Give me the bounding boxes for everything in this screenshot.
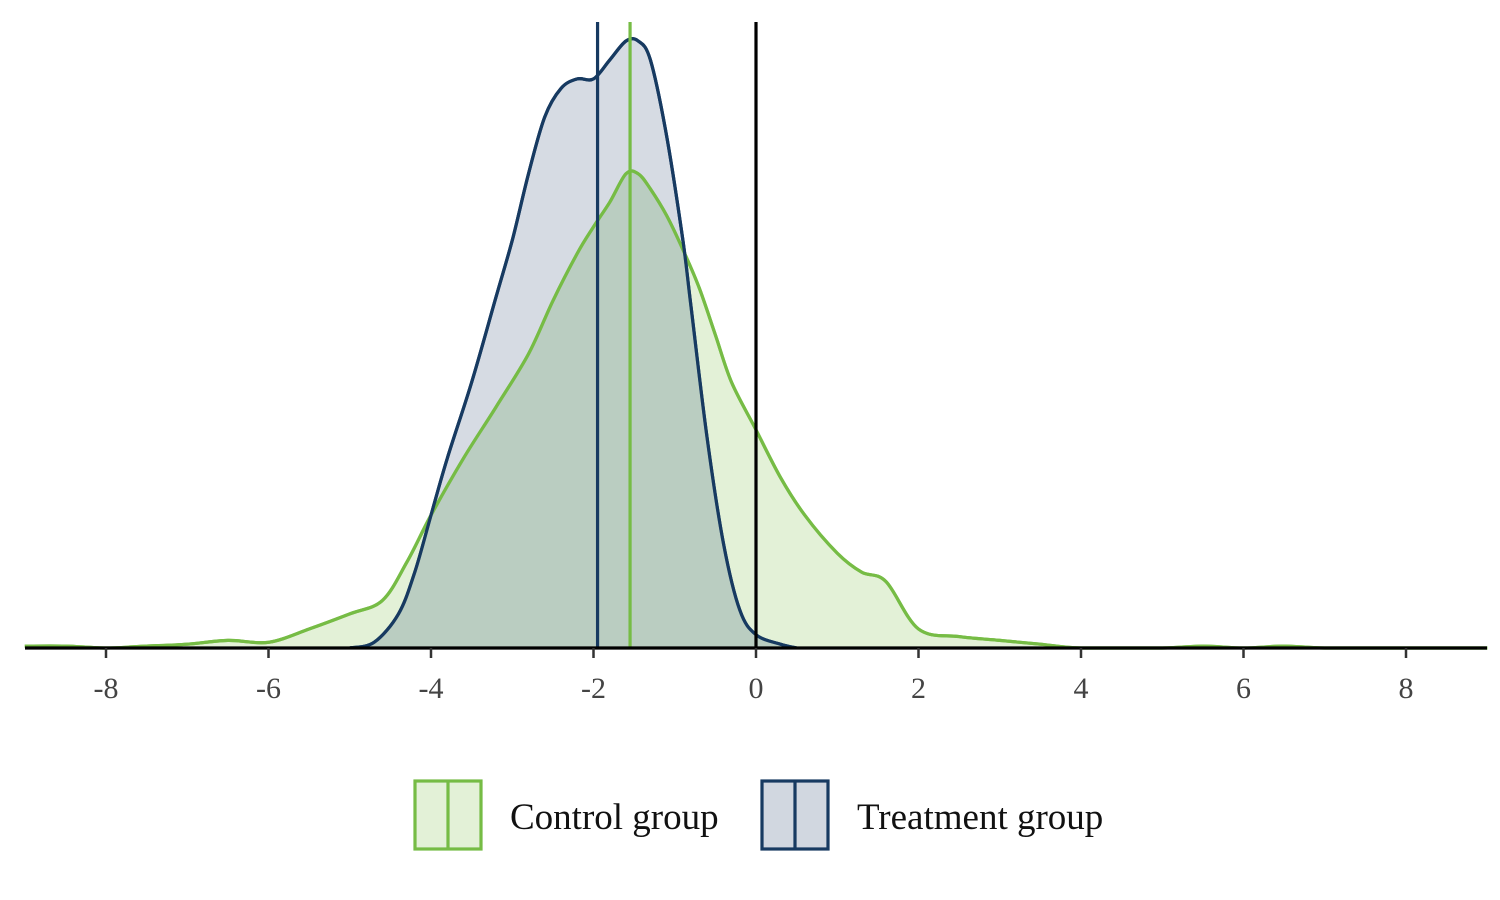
x-tick-label: -4	[419, 672, 444, 705]
x-axis: -8 -6 -4 -2 0 2 4 6 8	[25, 646, 1487, 705]
legend-label: Control group	[510, 797, 719, 838]
x-tick-label: -2	[581, 672, 606, 705]
legend-item-treatment-group: Treatment group	[760, 779, 1103, 851]
x-tick-label: 4	[1074, 672, 1089, 705]
x-tick-label: 8	[1399, 672, 1414, 705]
legend-label: Treatment group	[857, 797, 1103, 838]
legend-item-control-group: Control group	[413, 779, 719, 851]
plot-area	[24, 22, 1488, 650]
x-tick-label: 0	[749, 672, 764, 705]
x-tick-label: -6	[256, 672, 281, 705]
x-tick-label: -8	[94, 672, 119, 705]
treatment-group-density-outline	[349, 37, 797, 650]
legend: Control group Treatment group	[413, 779, 1103, 851]
x-tick-label: 2	[911, 672, 926, 705]
x-tick-label: 6	[1236, 672, 1251, 705]
